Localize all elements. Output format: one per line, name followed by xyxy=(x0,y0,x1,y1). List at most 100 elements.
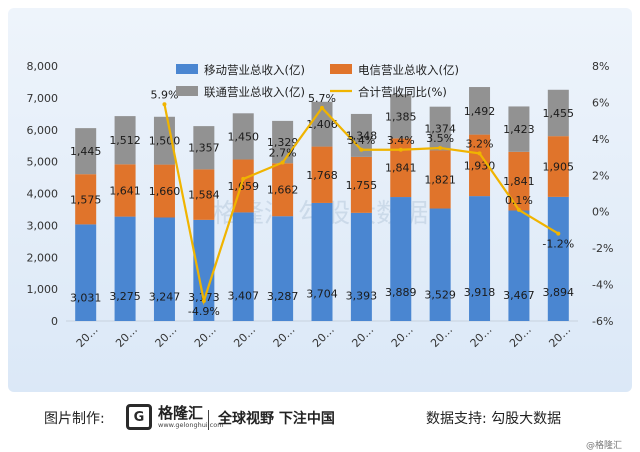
bar-value-label: 1,450 xyxy=(227,130,259,143)
bar-value-label: 1,905 xyxy=(543,161,575,174)
x-tick-label: 20… xyxy=(192,323,219,350)
bar-segment-telecom xyxy=(508,151,530,211)
bar-value-label: 3,393 xyxy=(346,289,378,302)
bar-segment-telecom xyxy=(75,174,97,225)
slogan: 全球视野 下注中国 xyxy=(218,411,335,427)
bar-value-label: 1,575 xyxy=(70,193,102,206)
data-source: 数据支持: 勾股大数据 xyxy=(426,411,562,427)
growth-label: 3.2% xyxy=(466,137,494,150)
x-tick-label: 20… xyxy=(113,323,140,350)
bar-value-label: 1,841 xyxy=(385,162,417,175)
bar-segment-mobile xyxy=(350,212,372,321)
y2-tick-label: -2% xyxy=(592,242,613,255)
bar-segment-mobile xyxy=(232,212,254,321)
bar-value-label: 1,492 xyxy=(464,105,496,118)
growth-label: 3.4% xyxy=(347,134,375,147)
made-by-label: 图片制作: xyxy=(44,411,105,427)
bar-segment-mobile xyxy=(390,197,412,321)
growth-label: 2.7% xyxy=(269,147,297,160)
bar-value-label: 3,275 xyxy=(109,290,141,303)
bar-value-label: 1,660 xyxy=(149,185,181,198)
bar-value-label: 3,894 xyxy=(543,286,575,299)
growth-label: 5.9% xyxy=(150,88,178,101)
x-tick-label: 20… xyxy=(310,323,337,350)
bar-segment-mobile xyxy=(193,219,215,321)
bar-segment-telecom xyxy=(547,136,569,197)
bar-value-label: 1,357 xyxy=(188,142,220,155)
y-tick-label: 4,000 xyxy=(27,188,59,201)
bar-segment-unicom xyxy=(429,106,451,151)
bar-value-label: 1,755 xyxy=(346,179,378,192)
bar-segment-unicom xyxy=(469,87,491,135)
growth-label: -4.9% xyxy=(188,305,220,318)
bar-value-label: 1,500 xyxy=(149,135,181,148)
legend-label: 联通营业总收入(亿) xyxy=(204,85,305,99)
y2-tick-label: 6% xyxy=(592,96,609,109)
bar-value-label: 1,930 xyxy=(464,159,496,172)
bar-value-label: 3,247 xyxy=(149,290,181,303)
bar-value-label: 1,512 xyxy=(109,134,141,147)
growth-point xyxy=(241,176,246,181)
bar-segment-telecom xyxy=(350,156,372,213)
footer-divider xyxy=(208,410,209,430)
bar-segment-unicom xyxy=(508,106,530,152)
bar-segment-mobile xyxy=(114,216,136,321)
bar-value-label: 1,406 xyxy=(306,118,338,131)
combo-chart: 格隆汇 勾股大数据01,0002,0003,0004,0005,0006,000… xyxy=(27,60,614,350)
legend-label: 合计营收同比(%) xyxy=(358,85,447,99)
logo-url: www.gelonghui.com xyxy=(158,421,224,429)
growth-label: 3.5% xyxy=(426,132,454,145)
bar-value-label: 1,584 xyxy=(188,189,220,202)
growth-point xyxy=(280,160,285,165)
bar-value-label: 1,641 xyxy=(109,184,141,197)
bar-segment-unicom xyxy=(114,116,136,165)
x-tick-label: 20… xyxy=(231,323,258,350)
bar-segment-mobile xyxy=(153,217,175,321)
y2-tick-label: -4% xyxy=(592,279,613,292)
growth-label: 5.7% xyxy=(308,92,336,105)
bar-segment-telecom xyxy=(390,138,412,198)
growth-point xyxy=(162,102,167,107)
growth-point xyxy=(398,147,403,152)
y2-tick-label: 2% xyxy=(592,169,609,182)
y2-tick-label: 8% xyxy=(592,60,609,73)
logo-text: 格隆汇 www.gelonghui.com xyxy=(158,405,224,429)
bar-segment-mobile xyxy=(75,224,97,321)
bar-segment-unicom xyxy=(272,120,294,164)
y-tick-label: 0 xyxy=(51,315,58,328)
bar-segment-mobile xyxy=(469,196,491,321)
y-tick-label: 5,000 xyxy=(27,156,59,169)
y2-tick-label: -6% xyxy=(592,315,613,328)
logo-name: 格隆汇 xyxy=(158,404,204,422)
x-tick-label: 20… xyxy=(428,323,455,350)
bar-segment-telecom xyxy=(311,146,333,203)
credit-watermark: @格隆汇 xyxy=(586,441,623,451)
bar-segment-telecom xyxy=(153,164,175,218)
x-tick-label: 20… xyxy=(153,323,180,350)
bar-value-label: 3,467 xyxy=(503,289,535,302)
growth-point xyxy=(477,151,482,156)
legend-label: 电信营业总收入(亿) xyxy=(358,63,459,77)
y2-tick-label: 0% xyxy=(592,206,609,219)
bar-segment-unicom xyxy=(547,89,569,137)
legend-swatch xyxy=(176,86,198,96)
x-tick-label: 20… xyxy=(507,323,534,350)
bar-segment-telecom xyxy=(193,169,215,220)
bar-segment-telecom xyxy=(114,164,136,217)
bar-segment-unicom xyxy=(193,126,215,170)
bar-segment-mobile xyxy=(311,202,333,321)
growth-point xyxy=(438,145,443,150)
y-tick-label: 2,000 xyxy=(27,251,59,264)
bar-value-label: 1,659 xyxy=(227,180,259,193)
bar-segment-telecom xyxy=(232,159,254,213)
bar-value-label: 3,529 xyxy=(424,289,456,302)
bar-segment-telecom xyxy=(469,134,491,197)
logo-icon: G xyxy=(126,404,152,430)
growth-point xyxy=(516,207,521,212)
bar-segment-unicom xyxy=(75,128,97,175)
bar-value-label: 1,821 xyxy=(424,173,456,186)
legend-label: 移动营业总收入(亿) xyxy=(204,63,305,77)
bar-value-label: 3,287 xyxy=(267,290,299,303)
bar-segment-telecom xyxy=(429,150,451,209)
